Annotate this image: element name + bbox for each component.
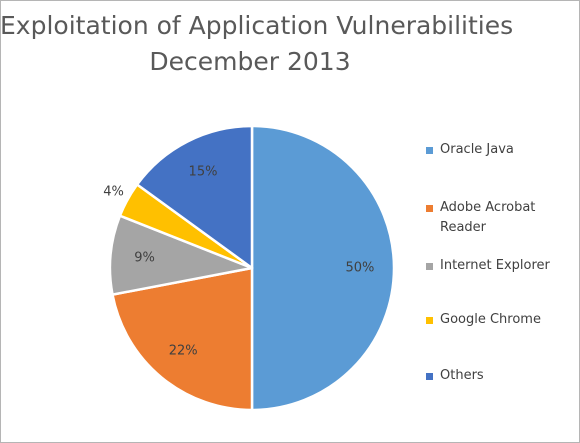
pie-slice-adobe-acrobat-reader — [111, 266, 254, 412]
legend-label-adobe-acrobat-reader: Adobe Acrobat Reader — [440, 200, 536, 235]
data-label-adobe-acrobat-reader: 22% — [169, 344, 198, 359]
legend-swatch-oracle-java — [426, 147, 433, 154]
pie-slice-oracle-java — [250, 124, 396, 412]
legend-swatch-adobe-acrobat-reader — [426, 205, 433, 212]
legend-label-others: Others — [440, 368, 484, 383]
legend-label-google-chrome: Google Chrome — [440, 312, 541, 327]
chart-subtitle: December 2013 — [149, 47, 351, 76]
pie-slice-internet-explorer — [108, 214, 254, 296]
pie-slice-others — [135, 124, 254, 270]
data-label-google-chrome: 4% — [103, 184, 124, 199]
chart-title: Exploitation of Application Vulnerabilit… — [0, 11, 514, 40]
legend-swatch-google-chrome — [426, 317, 433, 324]
data-label-internet-explorer: 9% — [134, 250, 155, 265]
legend-label-oracle-java: Oracle Java — [440, 142, 514, 157]
legend-swatch-others — [426, 373, 433, 380]
legend-label-internet-explorer: Internet Explorer — [440, 258, 550, 273]
data-label-oracle-java: 50% — [345, 261, 374, 276]
data-label-others: 15% — [189, 164, 218, 179]
chart-title-block: Exploitation of Application Vulnerabilit… — [0, 8, 514, 80]
legend-swatch-internet-explorer — [426, 263, 433, 270]
